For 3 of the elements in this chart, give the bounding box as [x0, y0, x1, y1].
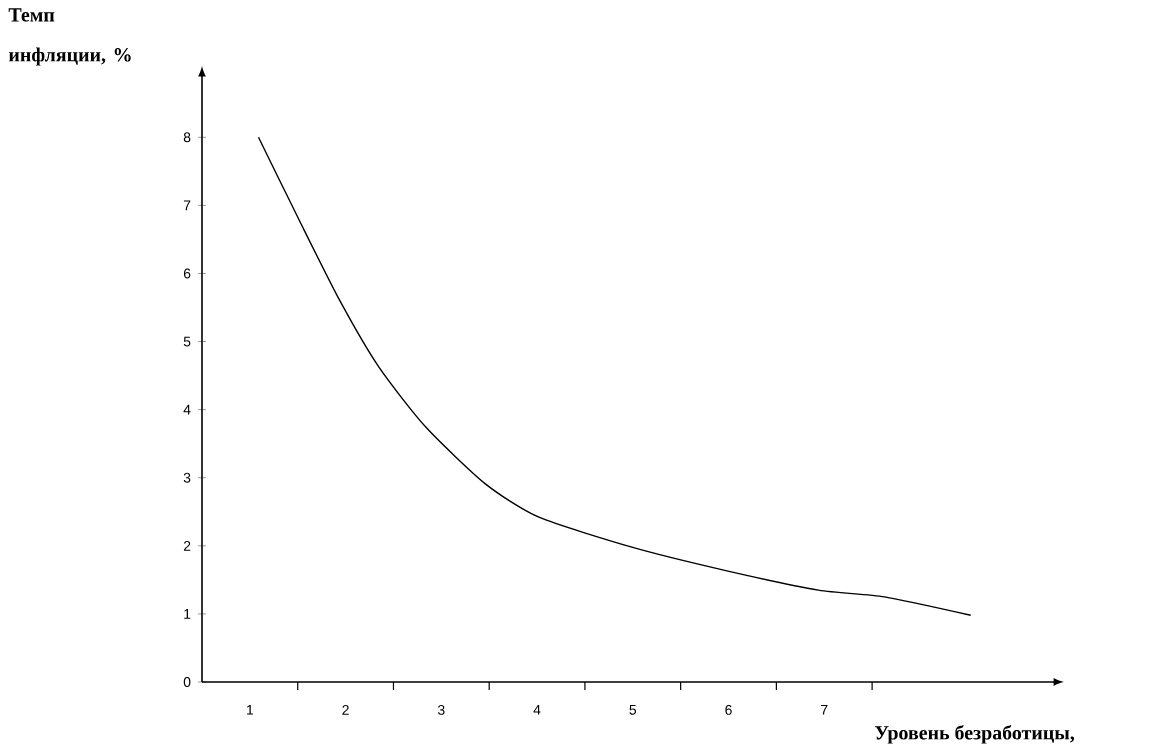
text: Темп инфляции, % [8, 8, 131, 66]
x-axis-title: Уровень безработицы, [874, 725, 1075, 744]
line-series [257, 136, 972, 616]
